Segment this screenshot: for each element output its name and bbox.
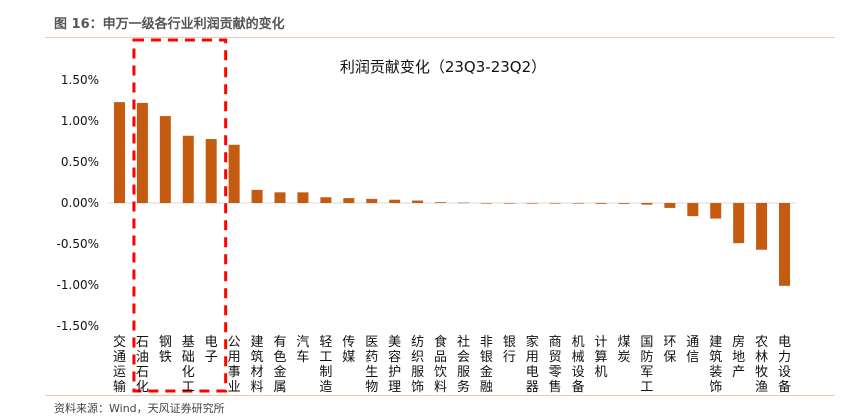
- bar-钢铁: [159, 116, 171, 203]
- bar-传媒: [343, 198, 355, 203]
- x-tick-label: 钢铁: [158, 335, 172, 365]
- x-tick-label: 机械设备: [571, 335, 585, 395]
- bar-银行: [503, 203, 515, 204]
- bar-美容护理: [389, 199, 401, 203]
- x-tick-label: 环保: [663, 335, 677, 365]
- x-tick-label: 轻工制造: [319, 335, 333, 395]
- x-tick-label: 传媒: [342, 335, 356, 365]
- x-tick-label: 国防军工: [640, 335, 654, 395]
- bar-通信: [687, 203, 699, 217]
- x-tick-label: 农林牧渔: [755, 335, 769, 395]
- bar-公用事业: [228, 144, 240, 203]
- figure-title: 图 16：申万一级各行业利润贡献的变化: [54, 17, 285, 32]
- x-tick-label: 交通运输: [112, 335, 126, 395]
- bar-非银金融: [480, 203, 492, 204]
- bar-家用电器: [526, 203, 538, 204]
- x-tick-label: 商贸零售: [548, 335, 562, 395]
- x-tick-label: 电子: [204, 335, 218, 365]
- x-tick-label: 建筑材料: [250, 335, 264, 395]
- x-tick-label: 电力设备: [778, 335, 792, 395]
- x-tick-label: 有色金属: [273, 335, 287, 395]
- y-tick-label: -1.50%: [57, 319, 99, 333]
- x-tick-label: 美容护理: [388, 335, 402, 395]
- x-tick-label: 计算机: [594, 335, 608, 380]
- bar-建筑材料: [251, 189, 263, 203]
- y-tick-label: 1.50%: [61, 73, 99, 87]
- x-tick-label: 社会服务: [456, 335, 470, 395]
- x-tick-label: 石油石化: [135, 335, 149, 395]
- x-tick-label: 汽车: [296, 335, 310, 365]
- bottom-divider: [45, 395, 835, 396]
- x-tick-label: 银行: [502, 335, 516, 365]
- x-tick-label: 家用电器: [525, 335, 539, 395]
- bar-建筑装饰: [710, 203, 722, 219]
- bar-医药生物: [366, 198, 378, 203]
- x-tick-label: 通信: [686, 335, 700, 365]
- bar-商贸零售: [549, 203, 561, 204]
- bar-计算机: [595, 203, 607, 204]
- bar-国防军工: [641, 203, 653, 205]
- top-divider: [45, 37, 835, 38]
- x-tick-label: 非银金融: [479, 335, 493, 395]
- bar-房地产: [733, 203, 745, 244]
- bar-煤炭: [618, 203, 630, 204]
- bar-纺织服饰: [412, 200, 424, 203]
- y-tick-label: -0.50%: [57, 237, 99, 251]
- x-tick-label: 医药生物: [365, 335, 379, 395]
- y-tick-label: -1.00%: [57, 278, 99, 292]
- bar-轻工制造: [320, 197, 332, 203]
- x-tick-label: 房地产: [732, 335, 746, 380]
- bar-石油石化: [136, 102, 148, 203]
- x-tick-label: 基础化工: [181, 335, 195, 395]
- x-tick-label: 食品饮料: [434, 335, 448, 395]
- bar-电力设备: [779, 203, 791, 286]
- bar-农林牧渔: [756, 203, 768, 250]
- x-tick-label: 纺织服饰: [411, 335, 425, 395]
- bar-机械设备: [572, 203, 584, 204]
- y-tick-label: 0.50%: [61, 155, 99, 169]
- y-tick-label: 1.00%: [61, 114, 99, 128]
- x-tick-label: 建筑装饰: [709, 335, 723, 395]
- bar-食品饮料: [435, 202, 447, 203]
- bar-交通运输: [113, 102, 125, 203]
- bar-社会服务: [457, 202, 469, 204]
- source-note: 资料来源：Wind，天风证券研究所: [54, 402, 225, 415]
- bar-环保: [664, 203, 676, 208]
- bar-基础化工: [182, 135, 194, 203]
- bar-电子: [205, 139, 217, 203]
- bar-汽车: [297, 192, 309, 203]
- y-tick-label: 0.00%: [61, 196, 99, 210]
- chart-title: 利润贡献变化（23Q3-23Q2）: [340, 58, 546, 76]
- bar-有色金属: [274, 192, 286, 203]
- x-tick-label: 煤炭: [617, 335, 631, 365]
- x-tick-label: 公用事业: [227, 335, 241, 395]
